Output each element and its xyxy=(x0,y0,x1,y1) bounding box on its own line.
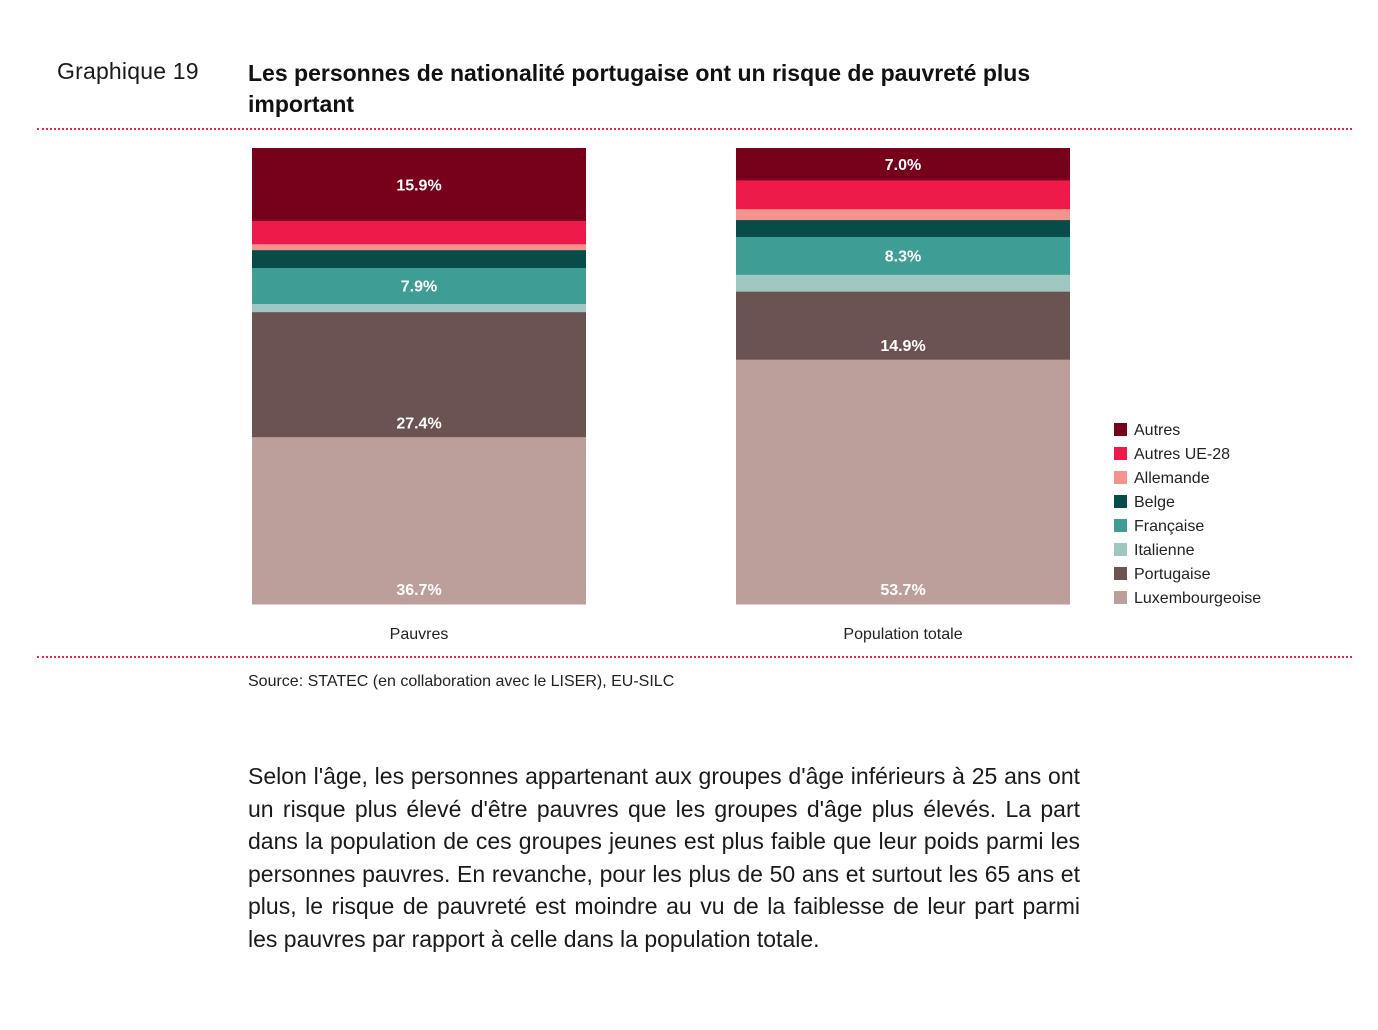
legend-swatch xyxy=(1114,591,1127,604)
bottom-divider xyxy=(37,656,1352,658)
data-label: 7.0% xyxy=(885,157,921,174)
bar-segment-luxembourgeoise xyxy=(252,436,586,605)
x-tick-label: Pauvres xyxy=(390,626,449,643)
legend-label: Luxembourgeoise xyxy=(1134,590,1261,607)
x-tick-label: Population totale xyxy=(843,626,962,643)
data-label: 14.9% xyxy=(880,338,925,355)
legend-swatch xyxy=(1114,543,1127,556)
stacked-bar-chart: 36.7% 27.4% 7.9% 15.9% Pauvres 53.7% 14.9% 8.3%… xyxy=(252,148,1261,643)
legend-label: Italienne xyxy=(1134,542,1195,559)
legend-swatch xyxy=(1114,423,1127,436)
figure-title: Les personnes de nationalité portugaise … xyxy=(248,60,1031,117)
data-label: 27.4% xyxy=(396,416,441,433)
bar-segment-autres-ue-28 xyxy=(252,220,586,245)
legend-label: Autres UE-28 xyxy=(1134,446,1230,463)
bar-segment-italienne xyxy=(736,274,1070,292)
legend-swatch xyxy=(1114,471,1127,484)
bar-segment-allemande xyxy=(736,208,1070,221)
bar-segment-belge xyxy=(736,219,1070,237)
data-label: 8.3% xyxy=(885,248,921,265)
data-label: 36.7% xyxy=(396,582,441,599)
top-divider xyxy=(37,128,1352,130)
data-label: 53.7% xyxy=(880,582,925,599)
figure-number: Graphique 19 xyxy=(57,58,199,84)
bar-segment-autres-ue-28 xyxy=(736,179,1070,210)
legend-label: Belge xyxy=(1134,494,1175,511)
bar-segment-italienne xyxy=(252,303,586,313)
bar-segment-portugaise xyxy=(252,311,586,438)
data-label: 7.9% xyxy=(401,278,437,295)
legend-swatch xyxy=(1114,495,1127,508)
legend-label: Allemande xyxy=(1134,470,1210,487)
legend-swatch xyxy=(1114,519,1127,532)
legend-label: Autres xyxy=(1134,422,1180,439)
bar-segment-portugaise xyxy=(736,291,1070,360)
data-label: 15.9% xyxy=(396,177,441,194)
bar-segment-autres xyxy=(252,148,586,222)
bar-segment-belge xyxy=(252,249,586,268)
bar-segment-autres xyxy=(736,148,1070,181)
body-paragraph: Selon l'âge, les personnes appartenant a… xyxy=(248,763,1080,952)
legend-label: Portugaise xyxy=(1134,566,1211,583)
bar-segment-fran-aise xyxy=(252,267,586,304)
bar-segment-luxembourgeoise xyxy=(736,359,1070,605)
source-note: Source: STATEC (en collaboration avec le… xyxy=(248,673,675,690)
legend-swatch xyxy=(1114,567,1127,580)
legend-swatch xyxy=(1114,447,1127,460)
bar-segment-fran-aise xyxy=(736,236,1070,275)
legend-label: Française xyxy=(1134,518,1204,535)
bar-segment-allemande xyxy=(252,243,586,251)
